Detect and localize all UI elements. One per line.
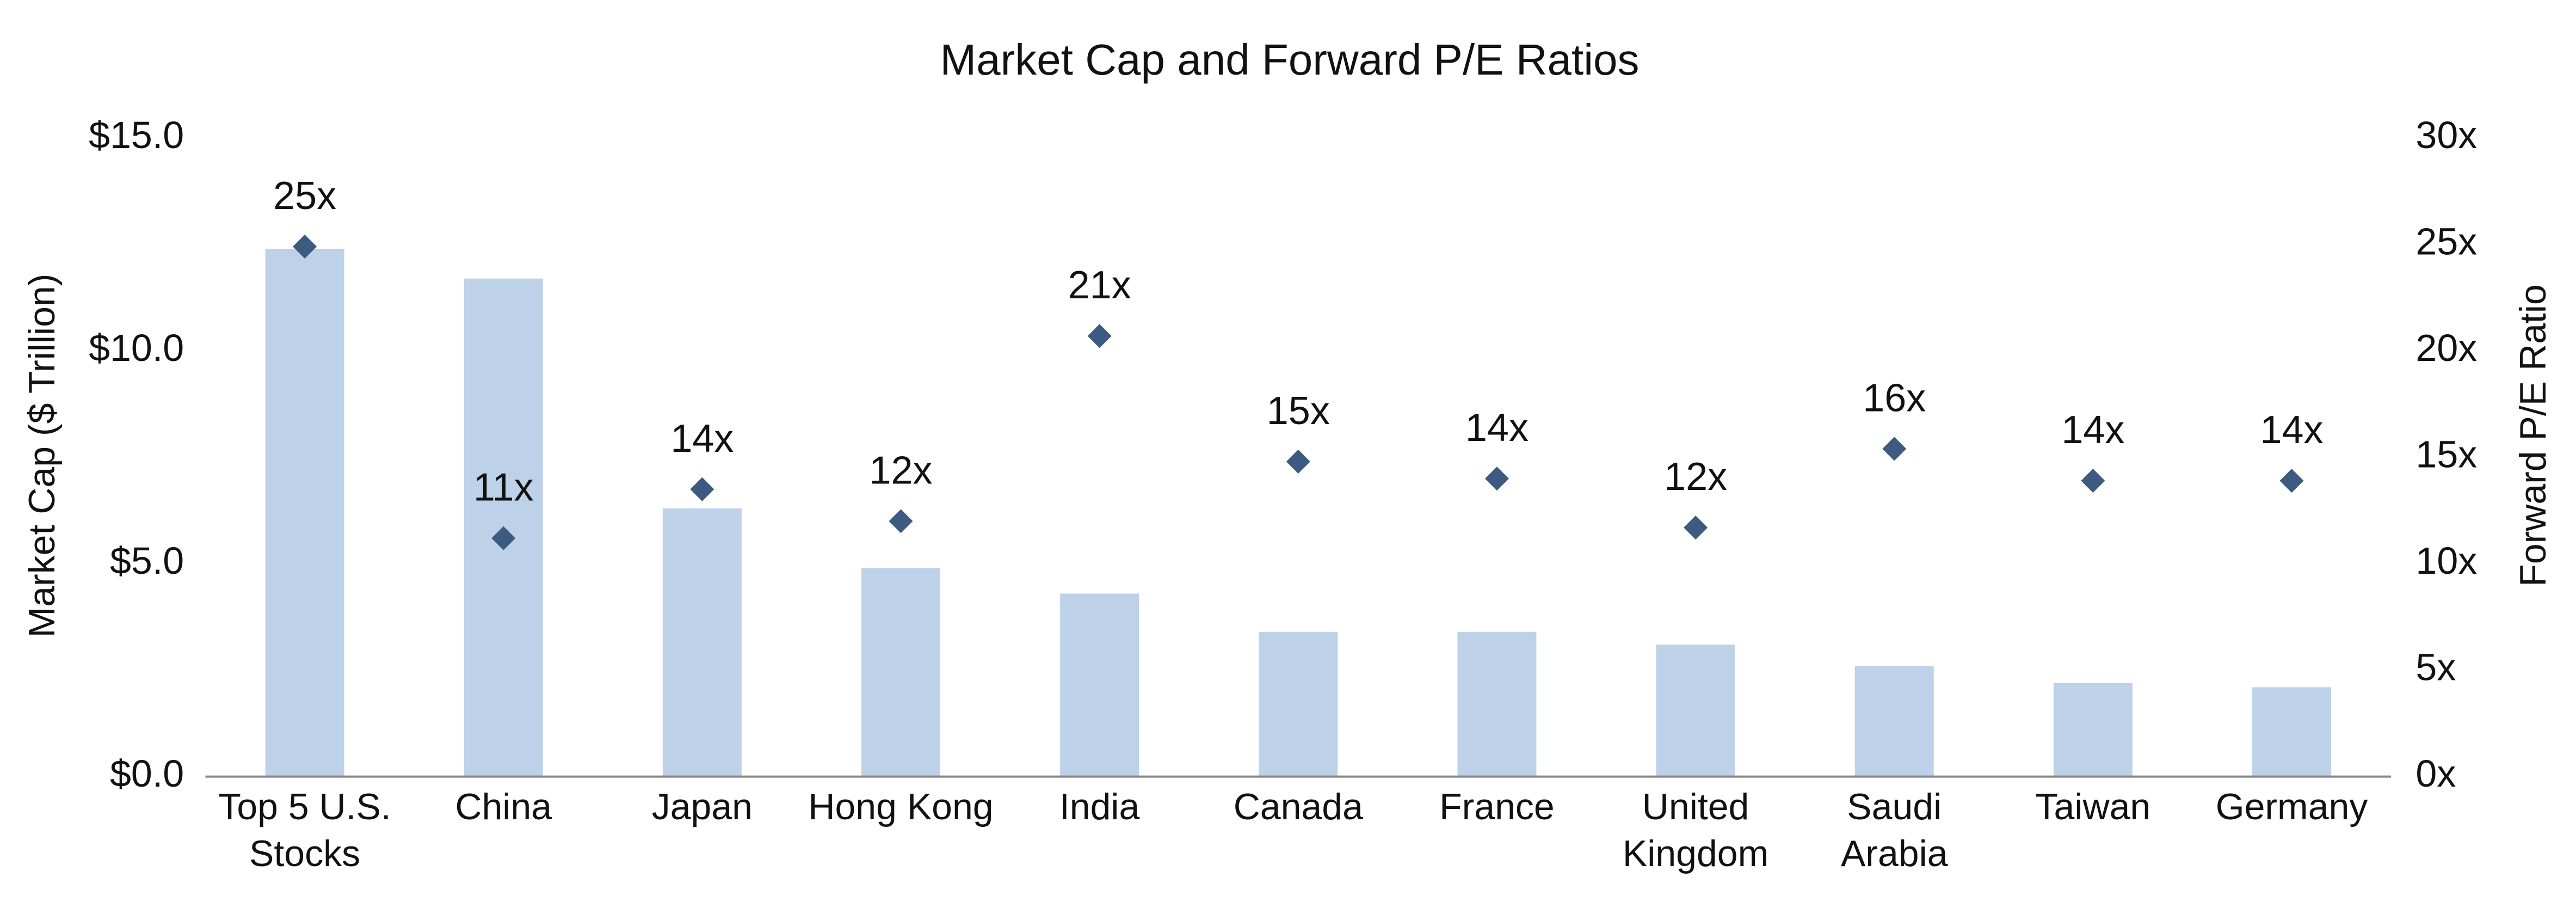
- x-tick-label: China: [455, 786, 552, 827]
- bar: [1457, 631, 1537, 777]
- y2-tick-label: 0x: [2415, 752, 2456, 795]
- data-label: 12x: [1664, 455, 1727, 499]
- x-tick-label: Canada: [1233, 786, 1363, 827]
- data-label: 11x: [473, 466, 534, 510]
- bar: [1060, 593, 1139, 777]
- y2-tick-label: 30x: [2415, 114, 2477, 156]
- y-tick-label: $5.0: [110, 539, 184, 582]
- y-axis-label: Market Cap ($ Trillion): [21, 274, 63, 638]
- y-tick-label: $0.0: [110, 752, 184, 795]
- data-label: 14x: [2260, 408, 2323, 452]
- y-tick-label: $15.0: [89, 114, 184, 156]
- marker: [2081, 469, 2105, 493]
- bar: [2053, 683, 2133, 777]
- bar: [1259, 631, 1338, 777]
- y2-axis-label: Forward P/E Ratio: [2512, 284, 2554, 587]
- data-label: 12x: [869, 449, 932, 492]
- bar: [1656, 645, 1735, 777]
- data-label: 16x: [1863, 376, 1926, 420]
- x-tick-label: Japan: [651, 786, 753, 827]
- bar: [1854, 666, 1934, 777]
- data-label: 14x: [2061, 408, 2124, 452]
- x-tick-label: Saudi Arabia: [1840, 786, 1948, 874]
- y2-tick-label: 10x: [2415, 539, 2477, 582]
- y2-tick-label: 20x: [2415, 327, 2477, 369]
- x-tick-label: United Kingdom: [1622, 786, 1769, 874]
- x-tick-label: India: [1059, 786, 1140, 827]
- x-tick-label: France: [1439, 786, 1555, 827]
- x-tick-label: Taiwan: [2035, 786, 2151, 827]
- marker: [889, 509, 913, 533]
- y2-tick-label: 5x: [2415, 646, 2456, 689]
- marker: [491, 526, 516, 550]
- chart-title: Market Cap and Forward P/E Ratios: [940, 35, 1640, 84]
- y-tick-label: $10.0: [89, 327, 184, 369]
- marker: [1286, 449, 1310, 474]
- marker: [1087, 324, 1112, 348]
- data-label: 15x: [1267, 389, 1330, 433]
- marker: [1684, 516, 1708, 540]
- x-tick-label: Hong Kong: [808, 786, 994, 827]
- bar: [2252, 687, 2332, 777]
- marker: [690, 477, 714, 501]
- marker: [1882, 437, 1907, 461]
- data-label: 14x: [1465, 406, 1529, 450]
- y2-tick-label: 25x: [2415, 220, 2477, 263]
- bar: [861, 568, 940, 777]
- x-tick-label: Germany: [2215, 786, 2368, 827]
- marker: [293, 234, 317, 259]
- y2-tick-label: 15x: [2415, 433, 2477, 476]
- data-label: 14x: [670, 417, 734, 461]
- data-label: 25x: [273, 174, 336, 218]
- marker: [1484, 467, 1509, 491]
- bar: [662, 508, 742, 777]
- x-tick-label: Top 5 U.S. Stocks: [218, 786, 391, 874]
- marker: [2279, 469, 2304, 493]
- data-label: 21x: [1068, 263, 1131, 307]
- bar: [265, 248, 344, 777]
